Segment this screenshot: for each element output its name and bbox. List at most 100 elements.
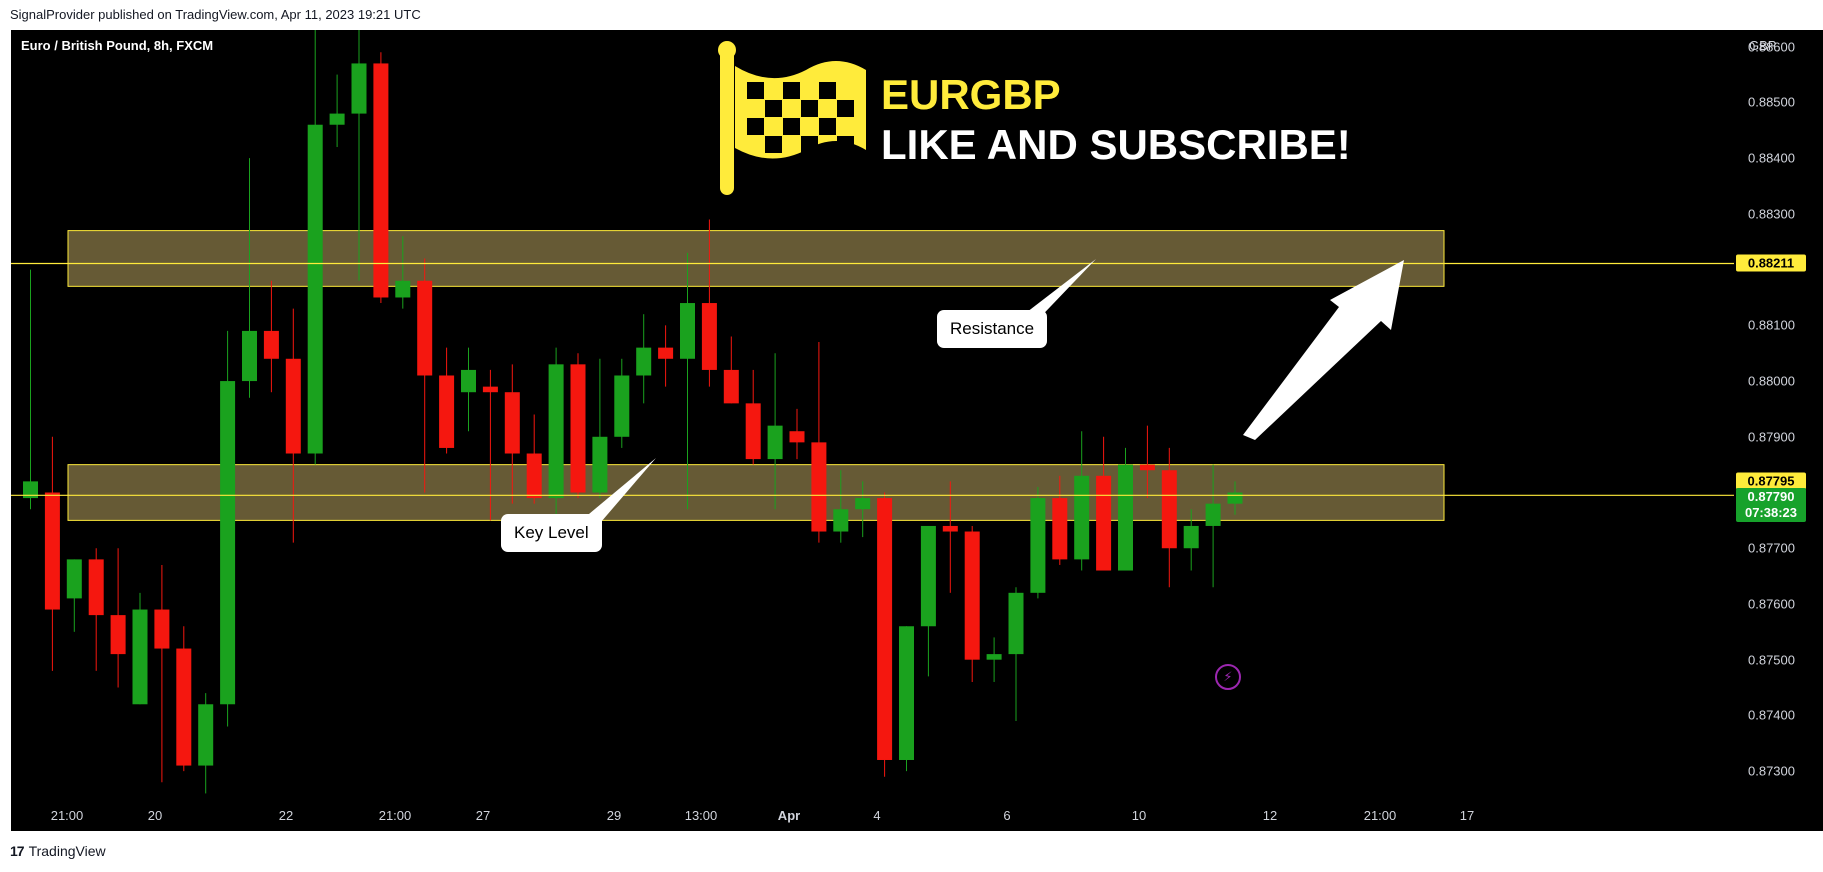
candle-body xyxy=(1096,475,1112,571)
candle-body xyxy=(658,347,674,359)
x-tick: Apr xyxy=(777,808,801,823)
y-tick: 0.87700 xyxy=(1748,540,1795,556)
candle-body xyxy=(1161,470,1177,549)
candle-body xyxy=(1183,525,1199,549)
y-tick: 0.88500 xyxy=(1748,94,1795,110)
symbol-label: Euro / British Pound, 8h, FXCM xyxy=(21,38,214,53)
candle-body xyxy=(636,347,652,376)
candle-body xyxy=(767,425,783,460)
flag-checker xyxy=(801,136,818,153)
flag-checker xyxy=(819,118,836,135)
candle-body xyxy=(986,654,1002,660)
candle-body xyxy=(855,498,871,510)
flag-checker xyxy=(801,100,818,117)
candle-body xyxy=(329,113,345,125)
flag-checker xyxy=(765,136,782,153)
candle-body xyxy=(723,369,739,404)
candle-body xyxy=(439,375,455,448)
x-tick: 12 xyxy=(1262,808,1278,823)
y-tick: 0.87600 xyxy=(1748,596,1795,612)
candle-body xyxy=(285,358,301,454)
x-tick: 21:00 xyxy=(378,808,412,823)
y-tick: 0.88400 xyxy=(1748,150,1795,166)
candle-body xyxy=(548,364,564,499)
candle-body xyxy=(1227,492,1243,504)
candle-body xyxy=(1118,464,1133,571)
candle-body xyxy=(701,303,717,370)
x-tick: 6 xyxy=(1003,808,1011,823)
candle-body xyxy=(964,531,980,660)
price-axis[interactable]: GBP 0.88600 0.88500 0.88400 0.88300 0.88100 0… xyxy=(1734,30,1823,831)
candle-body xyxy=(88,559,104,616)
x-tick: 29 xyxy=(606,808,622,823)
x-tick: 21:00 xyxy=(1363,808,1397,823)
candle-body xyxy=(461,369,476,393)
candle-body xyxy=(526,453,542,499)
promo-ticker: EURGBP xyxy=(881,71,1061,118)
candle-body xyxy=(23,481,38,499)
candle-body xyxy=(44,492,60,610)
x-tick: 20 xyxy=(147,808,163,823)
lightning-icon[interactable]: ⚡ xyxy=(1215,664,1241,690)
x-tick: 4 xyxy=(873,808,881,823)
bar-countdown: 07:38:23 xyxy=(1744,505,1798,521)
key-level-callout-pointer xyxy=(583,458,656,522)
candle-body xyxy=(592,436,608,493)
last-price: 0.87790 xyxy=(1747,489,1795,505)
candle-body xyxy=(176,648,192,766)
y-tick: 0.88100 xyxy=(1748,317,1795,333)
candle-body xyxy=(570,364,586,493)
flag-checker xyxy=(783,118,800,135)
x-tick: 21:00 xyxy=(50,808,84,823)
candle-body xyxy=(307,124,323,454)
candle-body xyxy=(154,609,170,649)
candle-body xyxy=(395,280,411,298)
candle-body xyxy=(1074,475,1090,560)
candle-body xyxy=(789,431,805,443)
candle-body xyxy=(417,280,433,376)
key-level-price-tag: 0.87795 xyxy=(1736,472,1806,490)
candle-body xyxy=(132,609,148,705)
candle-body xyxy=(920,525,936,627)
candle-body xyxy=(680,303,695,359)
flag-checker xyxy=(837,100,854,117)
candle-body xyxy=(66,559,82,599)
x-tick: 13:00 xyxy=(684,808,718,823)
candle-body xyxy=(745,403,761,460)
y-tick: 0.87900 xyxy=(1748,429,1795,445)
candle-body xyxy=(263,330,279,359)
x-tick: 27 xyxy=(475,808,491,823)
y-tick: 0.88000 xyxy=(1748,373,1795,389)
candle-body xyxy=(242,330,257,382)
candle-body xyxy=(373,63,389,298)
candle-body xyxy=(899,626,914,760)
footer-brand[interactable]: 17 TradingView xyxy=(10,843,106,859)
flag-checker xyxy=(819,82,836,99)
y-tick: 0.87500 xyxy=(1748,652,1795,668)
candle-body xyxy=(482,386,498,393)
candle-body xyxy=(1139,464,1155,471)
y-tick: 0.87400 xyxy=(1748,707,1795,723)
chart-pane[interactable]: Euro / British Pound, 8h, FXCM EURGBP LI… xyxy=(11,30,1734,831)
resistance-zone xyxy=(67,230,1445,287)
y-tick: 0.87300 xyxy=(1748,763,1795,779)
promo-text: EURGBP LIKE AND SUBSCRIBE! xyxy=(881,70,1351,170)
candlestick-plot[interactable] xyxy=(11,30,1734,831)
key-level-callout: Key Level xyxy=(501,514,602,552)
x-tick: 10 xyxy=(1131,808,1147,823)
tradingview-brand: TradingView xyxy=(28,843,106,859)
flag-checker xyxy=(747,82,764,99)
resistance-callout: Resistance xyxy=(937,310,1048,348)
candle-body xyxy=(833,509,849,532)
candle-body xyxy=(198,704,214,766)
publish-caption: SignalProvider published on TradingView.… xyxy=(10,7,421,22)
candle-body xyxy=(877,498,893,760)
flag-checker xyxy=(747,118,764,135)
resistance-price-tag: 0.88211 xyxy=(1736,254,1806,272)
time-axis[interactable]: 21:00 20 22 21:00 27 29 13:00 Apr 4 6 10… xyxy=(11,799,1734,831)
candle-body xyxy=(1052,498,1068,560)
flag-knob xyxy=(718,41,736,59)
flag-checker xyxy=(783,82,800,99)
last-price-tag: 0.87790 07:38:23 xyxy=(1736,488,1806,523)
candle-body xyxy=(1008,592,1024,655)
